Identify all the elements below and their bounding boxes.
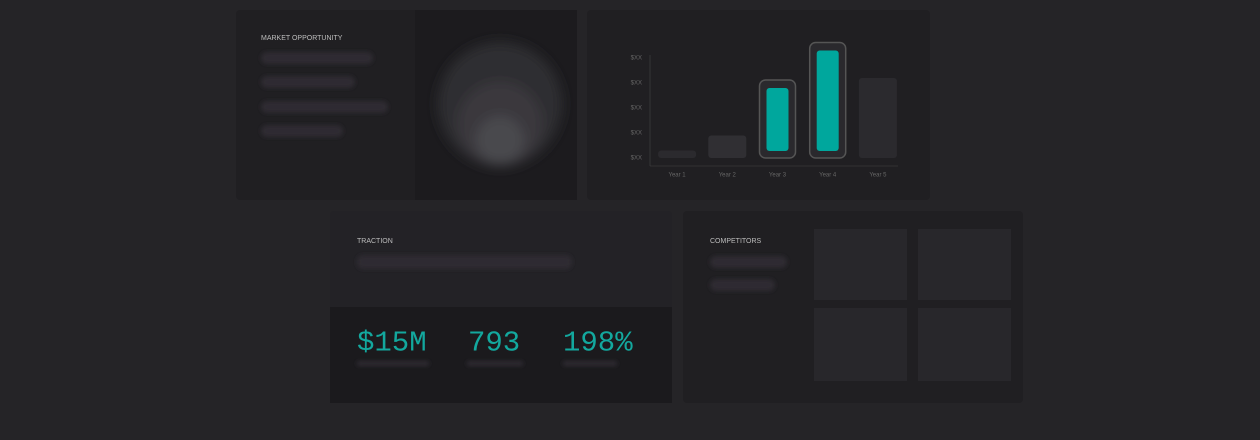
- slide-title: MARKET OPPORTUNITY: [261, 35, 343, 42]
- bar: [766, 88, 789, 151]
- slide-title: COMPETITORS: [710, 238, 762, 245]
- y-tick-label: $XX: [631, 81, 642, 87]
- bar: [658, 150, 697, 158]
- stat: 793: [468, 327, 520, 360]
- y-tick-label: $XX: [631, 131, 642, 137]
- bar: [816, 50, 839, 151]
- y-tick-label: $XX: [631, 106, 642, 112]
- x-tick-label: Year 5: [869, 173, 887, 179]
- stat: 198%: [563, 327, 633, 360]
- bar: [858, 78, 897, 158]
- y-tick-label: $XX: [631, 156, 642, 162]
- x-tick-label: Year 3: [769, 173, 787, 179]
- slide-title: TRACTION: [357, 238, 393, 245]
- market-card: MARKET OPPORTUNITY: [236, 10, 577, 200]
- competitors-card: COMPETITORS: [683, 211, 1023, 403]
- traction-card: TRACTION $15M 793 198%: [330, 211, 672, 403]
- y-tick-label: $XX: [631, 56, 642, 62]
- x-tick-label: Year 4: [819, 173, 837, 179]
- x-tick-label: Year 1: [669, 173, 687, 179]
- chart-card: $XX $XX $XX $XX $XX Year 1 Year 2 Year 3 Year 4 Y…: [587, 10, 930, 200]
- bar: [708, 135, 747, 158]
- stat: $15M: [357, 327, 427, 360]
- x-tick-label: Year 2: [719, 173, 737, 179]
